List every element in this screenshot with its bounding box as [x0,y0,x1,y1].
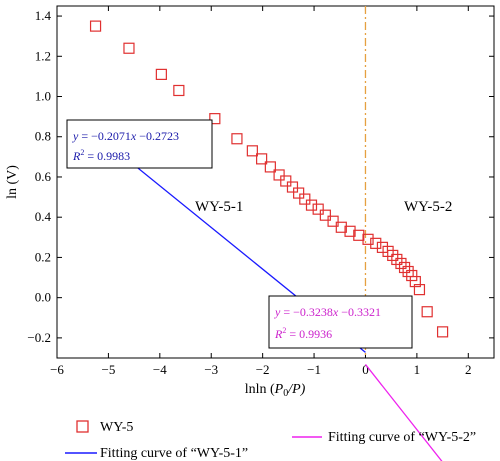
data-point [273,169,285,181]
data-points [89,20,449,338]
y-tick-label: −0.2 [27,330,51,345]
data-point [280,175,292,187]
legend-item-fit-wy-5-2: Fitting curve of “WY-5-2” [292,430,476,445]
data-point [293,187,305,199]
data-point [89,20,102,32]
data-point [398,261,411,274]
data-point [256,153,268,165]
legend-label-fit-wy-5-2: Fitting curve of “WY-5-2” [328,430,476,445]
data-point [246,145,258,157]
data-point [173,84,185,97]
x-tick-label: −6 [50,362,64,377]
region-label-wy-5-2: WY-5-2 [404,199,452,215]
y-tick-label: 0.8 [35,129,51,144]
region-label-wy-5-1: WY-5-1 [195,199,243,215]
data-point [387,249,399,262]
y-tick-label: 1.0 [35,89,51,104]
data-point [395,257,407,270]
y-tick-label: 1.2 [35,48,51,63]
data-point [344,225,356,237]
fit-line-wy-5-2 [364,364,443,461]
data-point [370,237,382,249]
x-tick-label: 1 [414,362,421,377]
data-point [312,203,324,215]
data-point [335,221,347,233]
x-tick-label: −3 [204,362,218,377]
data-point [123,42,135,54]
legend-item-wy-5: WY-5 [76,420,133,435]
data-point [305,199,318,211]
data-point [436,326,449,338]
data-point [327,215,339,227]
data-point [319,209,331,221]
data-point [421,306,433,318]
data-point [362,233,374,245]
data-point [286,181,299,193]
x-tick-label: −5 [101,362,115,377]
y-tick-label: 1.4 [35,8,52,23]
data-point [231,133,243,145]
plot-frame [56,5,495,359]
x-tick-label: 2 [465,362,472,377]
legend-marker-square-icon [76,420,89,433]
equation-wy-5-1: y = −0.2071x −0.2723 [72,129,179,143]
y-tick-label: 0.2 [35,249,51,264]
x-tick-label: −2 [256,362,270,377]
legend-label-fit-wy-5-1: Fitting curve of “WY-5-1” [100,446,248,461]
y-axis-ticks: −0.2 0.0 0.2 0.4 0.6 0.8 1.0 1.2 1.4 [27,8,494,345]
data-point [402,265,414,278]
data-point [391,253,403,266]
y-axis-label: ln (V) [5,165,20,199]
data-point [376,241,389,253]
data-point [264,161,276,173]
r-squared-wy-5-2: R2 = 0.9936 [274,326,332,341]
data-point [209,113,221,125]
data-point [409,275,421,288]
data-point [299,193,311,205]
legend: WY-5 Fitting curve of “WY-5-1” Fitting c… [65,420,476,461]
y-tick-label: 0.6 [35,169,52,184]
x-axis-label: lnln (P0/P) [245,382,306,399]
data-point [413,284,426,296]
y-tick-label: 0.4 [35,209,52,224]
x-tick-label: 0 [362,362,369,377]
data-point [406,269,418,282]
legend-label-wy-5: WY-5 [100,420,133,435]
x-tick-label: −1 [307,362,321,377]
x-tick-label: −4 [153,362,167,377]
equation-box-wy-5-2: y = −0.3238x −0.3321 R2 = 0.9936 [268,295,413,349]
y-tick-label: 0.0 [35,290,51,305]
r-squared-wy-5-1: R2 = 0.9983 [72,148,130,163]
data-point [155,68,167,80]
x-axis-ticks: −6 −5 −4 −3 −2 −1 0 1 2 [50,6,472,377]
equation-box-wy-5-1: y = −0.2071x −0.2723 R2 = 0.9983 [66,119,213,169]
equation-wy-5-2: y = −0.3238x −0.3321 [274,305,381,319]
data-point [353,229,365,241]
legend-item-fit-wy-5-1: Fitting curve of “WY-5-1” [65,446,248,461]
